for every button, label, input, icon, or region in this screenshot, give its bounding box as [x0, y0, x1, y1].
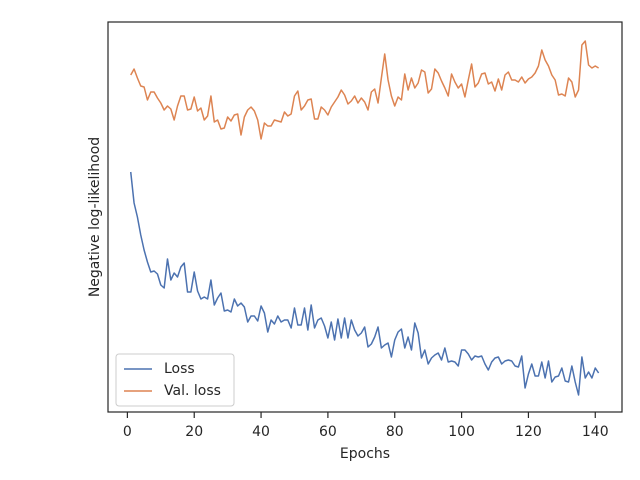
- legend-box: [115, 353, 235, 407]
- x-tick-label: 120: [515, 424, 542, 440]
- series-line: [129, 171, 600, 396]
- legend-label: Val. loss: [164, 383, 221, 399]
- y-axis-label: Negative log-likelihood: [87, 137, 103, 297]
- x-tick-label: 0: [123, 424, 132, 440]
- legend: Loss Val. loss: [115, 353, 235, 407]
- x-tick-label: 100: [448, 424, 475, 440]
- x-tick-label: 140: [582, 424, 609, 440]
- x-tick-label: 80: [386, 424, 404, 440]
- x-tick-label: 20: [185, 424, 203, 440]
- x-tick-label: 60: [319, 424, 337, 440]
- legend-label: Loss: [164, 361, 195, 377]
- x-axis-label: Epochs: [340, 446, 390, 462]
- plot-frame: [107, 21, 623, 413]
- series-line: [130, 40, 599, 140]
- x-tick-label: 40: [252, 424, 270, 440]
